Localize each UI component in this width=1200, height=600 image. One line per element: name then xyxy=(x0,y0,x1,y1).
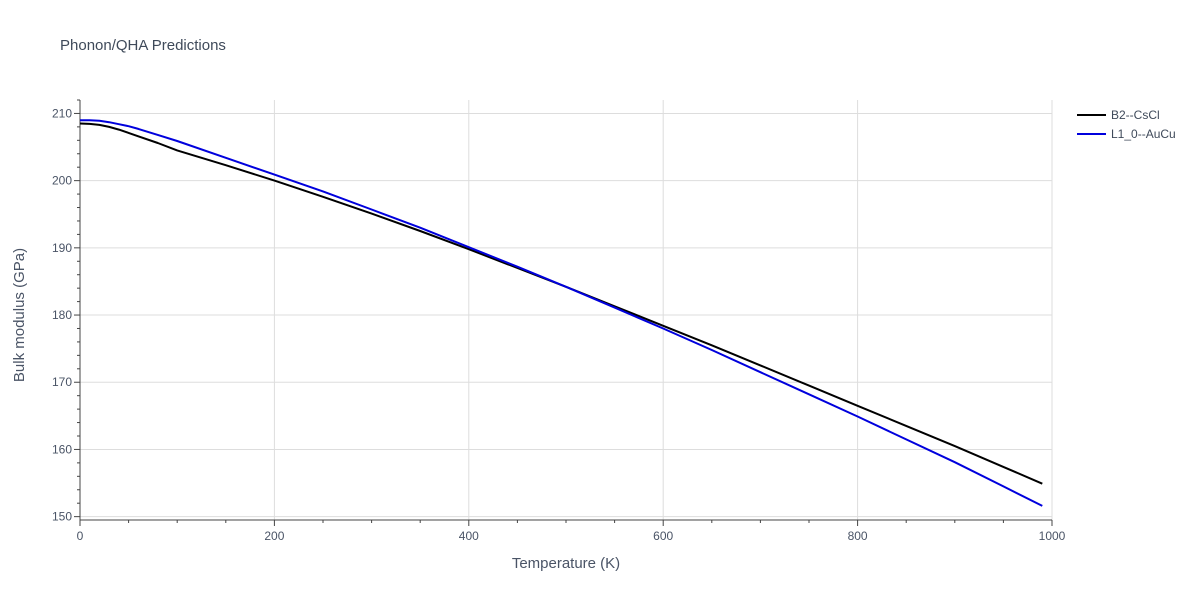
legend-item-1[interactable]: L1_0--AuCu xyxy=(1077,127,1176,141)
chart-title: Phonon/QHA Predictions xyxy=(60,37,226,54)
x-tick-label-2: 400 xyxy=(459,529,479,543)
x-tick-label-0: 0 xyxy=(77,529,84,543)
x-tick-labels: 0 200 400 600 800 1000 xyxy=(77,529,1066,543)
legend[interactable]: B2--CsCl L1_0--AuCu xyxy=(1077,108,1176,141)
x-tick-label-5: 1000 xyxy=(1039,529,1066,543)
legend-label-1: L1_0--AuCu xyxy=(1111,127,1176,141)
legend-label-0: B2--CsCl xyxy=(1111,108,1160,122)
y-tick-label-0: 150 xyxy=(52,510,72,524)
y-tick-label-5: 200 xyxy=(52,174,72,188)
x-tick-label-3: 600 xyxy=(653,529,673,543)
series-line-0 xyxy=(79,122,1043,485)
y-tick-labels: 150 160 170 180 190 200 210 xyxy=(52,106,72,523)
x-tick-label-4: 800 xyxy=(848,529,868,543)
y-tick-label-1: 160 xyxy=(52,442,72,456)
grid xyxy=(80,100,1053,520)
y-tick-label-6: 210 xyxy=(52,106,72,120)
x-axis-title: Temperature (K) xyxy=(512,555,620,572)
axes xyxy=(74,99,1053,526)
series-lines xyxy=(79,119,1043,507)
y-tick-label-4: 190 xyxy=(52,241,72,255)
y-tick-label-2: 170 xyxy=(52,375,72,389)
series-line-1 xyxy=(80,119,1043,507)
y-axis-title: Bulk modulus (GPa) xyxy=(11,248,28,382)
legend-item-0[interactable]: B2--CsCl xyxy=(1077,108,1160,122)
x-tick-label-1: 200 xyxy=(264,529,284,543)
y-tick-label-3: 180 xyxy=(52,308,72,322)
